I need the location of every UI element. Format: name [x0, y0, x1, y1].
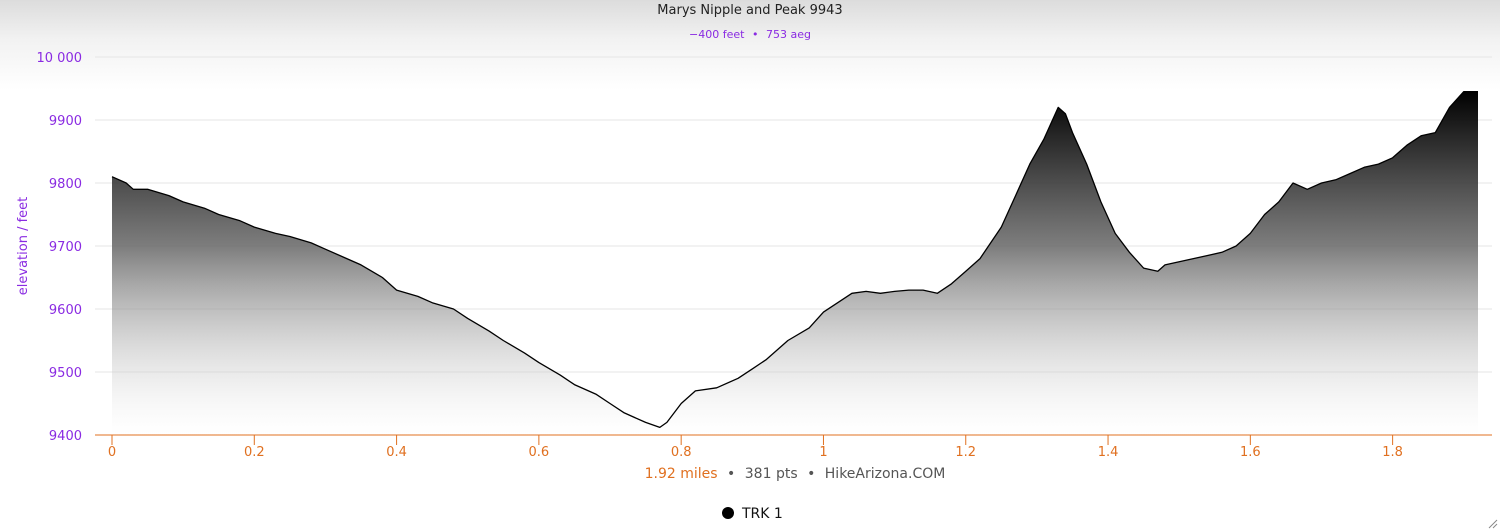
elevation-line[interactable] — [111, 90, 1478, 429]
legend[interactable]: TRK 1 — [722, 506, 783, 522]
x-tick-label: 0.4 — [386, 445, 407, 460]
elevation-area-fill — [112, 91, 1478, 435]
legend-item-trk1[interactable]: TRK 1 — [741, 506, 783, 522]
chart-title: Marys Nipple and Peak 9943 — [657, 3, 842, 18]
resize-grip-icon[interactable] — [1488, 519, 1498, 529]
footer-separator: • — [727, 466, 735, 482]
y-tick-label: 9900 — [49, 114, 82, 129]
distance-value: 1.92 miles — [645, 466, 718, 482]
y-tick-label: 10 000 — [37, 51, 83, 66]
points-count: 381 pts — [745, 466, 798, 482]
x-tick-label: 1.2 — [955, 445, 976, 460]
y-tick-label: 9400 — [49, 429, 82, 444]
legend-marker-icon — [722, 507, 734, 519]
y-tick-label: 9700 — [49, 240, 82, 255]
y-axis-label: elevation / feet — [16, 197, 31, 295]
x-tick-label: 0.8 — [671, 445, 692, 460]
y-tick-label: 9800 — [49, 177, 82, 192]
x-tick-label: 1.4 — [1098, 445, 1119, 460]
subtitle-separator: • — [752, 28, 759, 41]
footer-separator-2: • — [807, 466, 815, 482]
source-label: HikeArizona.COM — [825, 466, 946, 482]
x-tick-label: 1.6 — [1240, 445, 1261, 460]
x-tick-label: 0.6 — [529, 445, 550, 460]
x-axis-label: 1.92 miles • 381 pts • HikeArizona.COM — [645, 466, 946, 482]
y-axis: 10 000 9900 9800 9700 9600 9500 9400 — [37, 51, 83, 444]
y-tick-label: 9500 — [49, 366, 82, 381]
y-tick-label: 9600 — [49, 303, 82, 318]
x-axis: 0 0.2 0.4 0.6 0.8 1 1.2 1.4 1.6 1.8 — [95, 434, 1492, 460]
series-area — [111, 90, 1478, 435]
aeg-value: 753 aeg — [766, 28, 811, 41]
elevation-change: −400 feet — [689, 28, 745, 41]
chart-subtitle: −400 feet • 753 aeg — [689, 28, 811, 41]
x-tick-label: 0.2 — [244, 445, 265, 460]
x-tick-label: 0 — [108, 445, 116, 460]
x-tick-label: 1 — [819, 445, 827, 460]
x-tick-label: 1.8 — [1382, 445, 1403, 460]
